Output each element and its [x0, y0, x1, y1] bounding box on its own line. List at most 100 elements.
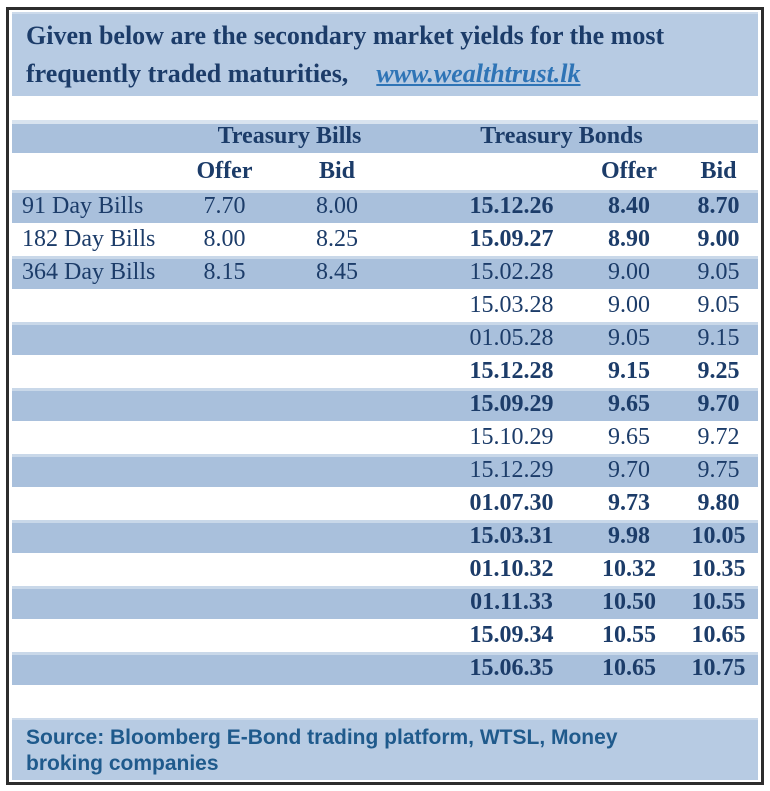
cell-bond: 15.12.29 — [469, 457, 554, 483]
cell-bond_bid: 8.70 — [697, 193, 740, 219]
yields-table: Treasury Bills Treasury Bonds Offer Bid … — [12, 120, 758, 685]
cell-bill_bid — [272, 553, 402, 586]
gap-cell — [402, 454, 444, 487]
cell-bond_bid: 9.75 — [697, 457, 740, 483]
cell-bill_bid — [272, 289, 402, 322]
cell-bill_offer — [177, 487, 272, 520]
cell-bill — [12, 454, 177, 487]
cell-bill_offer: 8.00 — [203, 226, 246, 252]
empty-cell — [12, 120, 177, 153]
intro-band: Given below are the secondary market yie… — [12, 12, 758, 96]
cell-bill_bid — [272, 586, 402, 619]
cell-bond_bid: 9.05 — [697, 259, 740, 285]
empty-cell — [12, 153, 177, 190]
cell-bond_bid: 9.72 — [697, 424, 740, 450]
cell-bond_bid: 9.00 — [697, 226, 740, 252]
cell-bond_offer: 9.65 — [608, 391, 650, 417]
cell-bill_bid — [272, 388, 402, 421]
cell-bill — [12, 355, 177, 388]
cell-bill_bid — [272, 454, 402, 487]
intro-line2: frequently traded maturities, www.wealtht… — [26, 55, 748, 93]
source-text: Source: Bloomberg E-Bond trading platfor… — [26, 726, 618, 775]
cell-bill_bid: 8.45 — [316, 259, 358, 285]
table-column-header-row: Offer Bid Offer Bid — [12, 153, 758, 190]
bonds-offer-header: Offer — [601, 158, 657, 184]
cell-bond_bid: 10.75 — [691, 655, 746, 681]
cell-bond: 15.12.26 — [469, 193, 554, 219]
cell-bill — [12, 322, 177, 355]
cell-bill_bid — [272, 619, 402, 652]
table-row: 15.12.28 9.15 9.25 — [12, 355, 758, 388]
table-row: 15.09.29 9.65 9.70 — [12, 388, 758, 421]
cell-bond_offer: 9.98 — [608, 523, 650, 549]
bonds-bid-header: Bid — [700, 158, 737, 184]
cell-bond_offer: 8.90 — [608, 226, 650, 252]
cell-bond_offer: 10.32 — [602, 556, 656, 582]
cell-bond: 15.10.29 — [469, 424, 554, 450]
cell-bill_offer: 7.70 — [203, 193, 246, 219]
cell-bond_offer: 9.05 — [608, 325, 650, 351]
table-row: 01.05.28 9.05 9.15 — [12, 322, 758, 355]
cell-bond_offer: 9.70 — [608, 457, 650, 483]
cell-bill — [12, 586, 177, 619]
table-row: 01.07.30 9.73 9.80 — [12, 487, 758, 520]
table-body: 91 Day Bills 7.70 8.00 15.12.26 8.40 8.70 182 … — [12, 190, 758, 685]
cell-bill_bid — [272, 355, 402, 388]
table-row: 15.06.35 10.65 10.75 — [12, 652, 758, 685]
table-group-header-row: Treasury Bills Treasury Bonds — [12, 120, 758, 153]
table-row: 15.12.29 9.70 9.75 — [12, 454, 758, 487]
cell-bond: 15.02.28 — [469, 259, 554, 285]
spacer — [12, 96, 758, 120]
cell-bill_offer — [177, 289, 272, 322]
gap-cell — [402, 520, 444, 553]
gap-cell — [402, 619, 444, 652]
cell-bill — [12, 553, 177, 586]
document-frame: Given below are the secondary market yie… — [6, 7, 764, 785]
cell-bond_offer: 9.73 — [608, 490, 650, 516]
cell-bond_offer: 9.65 — [608, 424, 650, 450]
gap-cell — [402, 652, 444, 685]
gap-cell — [402, 487, 444, 520]
cell-bill: 364 Day Bills — [22, 259, 156, 285]
bills-offer-header: Offer — [196, 158, 253, 184]
cell-bond_offer: 10.50 — [602, 589, 656, 615]
empty-cell — [679, 120, 758, 153]
cell-bond_bid: 9.05 — [697, 292, 740, 318]
cell-bill_offer — [177, 388, 272, 421]
cell-bond_bid: 9.80 — [697, 490, 740, 516]
cell-bill_offer — [177, 586, 272, 619]
table-row: 01.10.32 10.32 10.35 — [12, 553, 758, 586]
cell-bill_offer: 8.15 — [203, 259, 246, 285]
cell-bond: 15.03.31 — [469, 523, 554, 549]
intro-line2-text: frequently traded maturities, — [26, 59, 349, 88]
bills-bid-header: Bid — [318, 158, 356, 184]
gap-cell — [402, 388, 444, 421]
gap-cell — [402, 223, 444, 256]
cell-bill — [12, 520, 177, 553]
table-row: 01.11.33 10.50 10.55 — [12, 586, 758, 619]
cell-bond_bid: 9.70 — [697, 391, 740, 417]
cell-bond: 15.09.27 — [469, 226, 554, 252]
cell-bill_offer — [177, 619, 272, 652]
cell-bond: 01.11.33 — [470, 589, 553, 615]
gap-cell — [402, 553, 444, 586]
gap-cell — [402, 289, 444, 322]
table-row: 364 Day Bills 8.15 8.45 15.02.28 9.00 9.05 — [12, 256, 758, 289]
cell-bond_bid: 10.55 — [691, 589, 746, 615]
gap-cell — [402, 256, 444, 289]
cell-bond: 01.05.28 — [469, 325, 554, 351]
cell-bill_bid — [272, 487, 402, 520]
gap-cell — [402, 190, 444, 223]
cell-bill_bid — [272, 652, 402, 685]
cell-bill_offer — [177, 553, 272, 586]
cell-bond: 15.12.28 — [469, 358, 554, 384]
cell-bill: 182 Day Bills — [22, 226, 156, 252]
cell-bill_bid — [272, 520, 402, 553]
cell-bond_offer: 9.00 — [608, 259, 650, 285]
cell-bond_offer: 9.15 — [608, 358, 650, 384]
cell-bond: 15.09.34 — [469, 622, 554, 648]
treasury-bills-header: Treasury Bills — [217, 123, 362, 149]
intro-line1: Given below are the secondary market yie… — [26, 21, 665, 50]
wealthtrust-link[interactable]: www.wealthtrust.lk — [376, 59, 581, 88]
gap-cell — [402, 120, 444, 153]
